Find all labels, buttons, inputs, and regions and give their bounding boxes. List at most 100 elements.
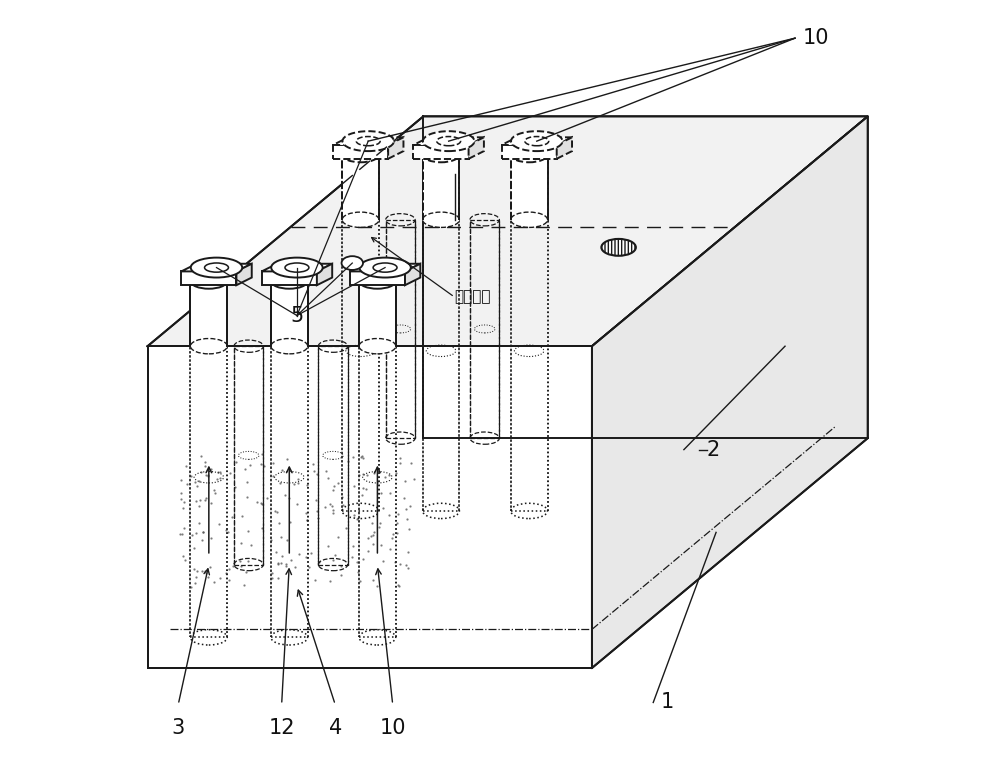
Point — [303, 548, 319, 560]
Bar — [318, 346, 348, 564]
Point — [335, 499, 351, 511]
Text: 5: 5 — [290, 305, 304, 325]
Point — [227, 481, 243, 494]
Point — [212, 466, 228, 478]
Point — [350, 566, 366, 578]
Point — [228, 456, 244, 468]
Ellipse shape — [190, 338, 227, 354]
Point — [355, 552, 371, 564]
Point — [287, 561, 303, 573]
Point — [325, 504, 341, 516]
Point — [320, 471, 336, 484]
Ellipse shape — [191, 258, 242, 278]
Point — [176, 521, 192, 534]
Point — [232, 555, 248, 568]
Point — [179, 478, 195, 490]
Point — [239, 491, 255, 503]
Point — [338, 522, 354, 534]
Point — [173, 487, 189, 499]
Point — [402, 500, 418, 512]
Point — [175, 502, 191, 514]
Point — [299, 479, 315, 491]
Point — [183, 581, 199, 593]
Point — [243, 539, 259, 551]
Point — [268, 546, 284, 558]
Point — [310, 512, 326, 524]
Point — [267, 504, 283, 517]
Point — [173, 493, 189, 505]
Point — [345, 451, 361, 464]
Point — [309, 505, 325, 518]
Point — [189, 480, 205, 492]
Point — [187, 475, 203, 488]
Point — [309, 468, 325, 481]
Text: 2: 2 — [707, 440, 720, 460]
Point — [372, 517, 388, 529]
Polygon shape — [236, 264, 252, 285]
Point — [184, 529, 200, 541]
Point — [191, 475, 207, 488]
Point — [344, 551, 360, 563]
Point — [239, 476, 255, 488]
Bar — [470, 220, 499, 438]
Point — [299, 514, 315, 526]
Ellipse shape — [342, 256, 363, 270]
Bar — [271, 281, 308, 346]
Polygon shape — [502, 138, 572, 145]
Point — [381, 469, 397, 481]
Point — [291, 548, 307, 560]
Point — [263, 534, 279, 546]
Ellipse shape — [373, 263, 397, 272]
Point — [360, 544, 376, 557]
Point — [283, 554, 299, 566]
Point — [188, 494, 204, 507]
Point — [307, 574, 323, 587]
Point — [333, 560, 349, 572]
Point — [222, 467, 238, 479]
Point — [346, 480, 362, 492]
Bar — [190, 281, 227, 346]
Point — [198, 567, 214, 579]
Point — [392, 451, 408, 464]
Point — [317, 501, 333, 513]
Point — [278, 558, 294, 571]
Point — [254, 498, 270, 510]
Point — [352, 575, 368, 588]
Ellipse shape — [423, 147, 459, 162]
Ellipse shape — [342, 131, 394, 151]
Point — [355, 468, 371, 481]
Point — [203, 532, 219, 544]
Polygon shape — [413, 138, 484, 145]
Point — [264, 568, 280, 580]
Ellipse shape — [437, 137, 461, 146]
Bar — [511, 155, 548, 220]
Bar — [342, 155, 379, 220]
Polygon shape — [350, 264, 420, 271]
Point — [218, 567, 234, 579]
Point — [278, 560, 294, 572]
Point — [389, 517, 405, 529]
Ellipse shape — [511, 131, 563, 151]
Text: 耦合噪声: 耦合噪声 — [455, 290, 491, 305]
Point — [193, 466, 209, 478]
Point — [207, 488, 223, 500]
Point — [197, 494, 213, 507]
Point — [389, 527, 405, 539]
Point — [333, 568, 349, 581]
Bar — [386, 220, 415, 438]
Point — [375, 554, 391, 567]
Point — [396, 491, 412, 504]
Point — [254, 448, 270, 460]
Point — [353, 451, 369, 463]
Bar — [271, 346, 308, 638]
Point — [398, 503, 414, 515]
Point — [400, 562, 416, 574]
Point — [301, 561, 317, 573]
Point — [253, 497, 269, 509]
Point — [236, 579, 252, 591]
Ellipse shape — [423, 131, 474, 151]
Bar — [342, 220, 379, 511]
Point — [265, 470, 281, 482]
Ellipse shape — [359, 274, 396, 288]
Point — [191, 501, 207, 513]
